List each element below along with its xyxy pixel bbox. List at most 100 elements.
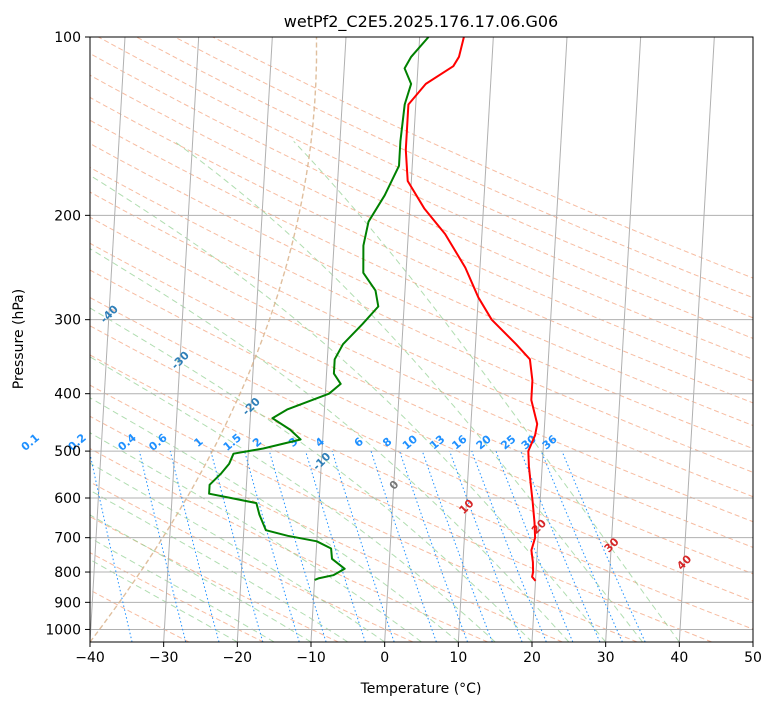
dry-adiabat-line	[90, 415, 563, 642]
moist-adiabat-line	[90, 489, 349, 642]
isotherm-line	[457, 37, 494, 642]
x-axis: −40 −30 −20 −10 0 10 20 30 40 50	[75, 642, 762, 666]
dry-adiabat-line	[90, 448, 488, 642]
dry-adiabat-line	[90, 552, 264, 642]
mixing-ratio-label: 8	[380, 435, 394, 450]
isotherm-line	[90, 37, 126, 642]
pressure-gridlines	[90, 37, 753, 630]
temperature-profile-line	[404, 37, 539, 582]
reference-curve	[90, 37, 318, 642]
mixing-ratio-label: 0.1	[19, 431, 42, 453]
x-tick-label: 40	[670, 650, 688, 666]
dry-adiabat-line	[90, 516, 339, 642]
y-tick-label: 400	[54, 387, 81, 403]
dry-adiabat-line	[90, 166, 753, 473]
x-tick-label: 50	[744, 650, 762, 666]
dry-adiabat-line	[136, 37, 753, 319]
sounding-series	[208, 37, 539, 582]
dewpoint-profile-line	[208, 37, 430, 581]
isotherm-line	[384, 37, 421, 642]
isotherm-label: -30	[169, 349, 192, 372]
y-tick-label: 600	[54, 491, 81, 507]
y-tick-label: 200	[54, 208, 81, 224]
isotherm-line	[605, 37, 642, 642]
mixing-ratio-line	[305, 450, 366, 642]
isotherm-line	[752, 633, 753, 642]
mixing-ratio-line	[399, 450, 468, 642]
y-tick-label: 500	[54, 444, 81, 460]
mixing-ratio-label: 4	[313, 435, 327, 450]
mixing-ratio-line	[138, 450, 187, 642]
moist-adiabat-line	[293, 140, 680, 642]
x-tick-label: 30	[597, 650, 615, 666]
dry-adiabat-line	[90, 96, 753, 404]
moist-adiabat-line	[90, 248, 570, 642]
dry-adiabat-line	[90, 191, 753, 498]
x-tick-label: −40	[75, 650, 105, 666]
mixing-ratio-line	[244, 450, 300, 642]
isotherm-line	[236, 37, 273, 642]
mixing-ratio-label: 0.4	[116, 431, 140, 454]
mixing-ratio-label: 20	[474, 432, 494, 452]
isotherms	[90, 37, 753, 642]
mixing-ratio-label: 10	[400, 432, 420, 452]
x-axis-title: Temperature (°C)	[360, 681, 482, 697]
moist-adiabat-line	[90, 537, 275, 642]
dry-adiabat-line	[90, 216, 753, 523]
dry-adiabat-line	[90, 354, 712, 642]
mixing-ratio-label: 0.6	[146, 431, 170, 454]
chart-title: wetPf2_C2E5.2025.176.17.06.G06	[284, 12, 558, 32]
isotherm-line	[163, 37, 200, 642]
isotherm-line	[531, 37, 568, 642]
dry-adiabat-line	[90, 269, 753, 575]
dry-adiabat-line	[90, 296, 753, 602]
reference-curve-line	[90, 37, 318, 642]
x-tick-label: 20	[523, 650, 541, 666]
dry-adiabat-line	[90, 52, 753, 360]
dry-adiabat-line	[90, 481, 414, 642]
dry-adiabat-line	[174, 37, 753, 299]
mixing-ratio-label: 1.5	[221, 431, 244, 453]
mixing-ratio-line	[449, 450, 523, 642]
moist-adiabats	[90, 140, 680, 642]
isotherm-line	[678, 37, 715, 642]
mixing-ratio-line	[495, 450, 574, 642]
dry-adiabat-line	[90, 119, 753, 427]
mixing-ratio-lines	[90, 450, 646, 642]
mixing-ratio-line	[268, 450, 327, 642]
isotherm-label: -40	[98, 302, 121, 325]
mixing-ratio-label: 25	[498, 433, 518, 453]
x-tick-label: 0	[380, 650, 389, 666]
mixing-ratio-line	[169, 450, 220, 642]
mixing-ratio-line	[471, 450, 547, 642]
mixing-ratio-line	[561, 450, 646, 642]
y-tick-label: 300	[54, 313, 81, 329]
moist-adiabat-line	[90, 514, 312, 642]
mixing-ratio-line	[421, 450, 493, 642]
y-axis: 100 200 300 400 500 600 700 800 900 1000	[45, 30, 90, 638]
isotherm-label: 40	[674, 552, 694, 572]
x-tick-label: −20	[223, 650, 253, 666]
mixing-ratio-label: 2	[250, 435, 264, 450]
mixing-ratio-line	[540, 450, 623, 642]
x-tick-label: −10	[296, 650, 326, 666]
mixing-ratio-line	[90, 451, 133, 642]
y-tick-label: 700	[54, 531, 81, 547]
y-tick-label: 800	[54, 565, 81, 581]
dry-adiabat-line	[98, 37, 753, 339]
plot-frame	[89, 36, 754, 643]
dry-adiabats	[90, 37, 753, 642]
y-tick-label: 1000	[45, 622, 81, 638]
y-tick-label: 100	[54, 30, 81, 46]
mixing-ratio-line	[520, 450, 601, 642]
moist-adiabat-line	[90, 559, 238, 642]
mixing-ratio-label: 6	[352, 435, 366, 450]
y-axis-title: Pressure (hPa)	[11, 289, 27, 389]
dry-adiabat-line	[90, 589, 190, 642]
mixing-ratio-label: 13	[427, 433, 447, 453]
dry-adiabat-line	[90, 242, 753, 548]
mixing-ratio-line	[210, 450, 264, 642]
dry-adiabat-line	[90, 325, 753, 630]
mixing-ratio-line	[370, 450, 437, 642]
